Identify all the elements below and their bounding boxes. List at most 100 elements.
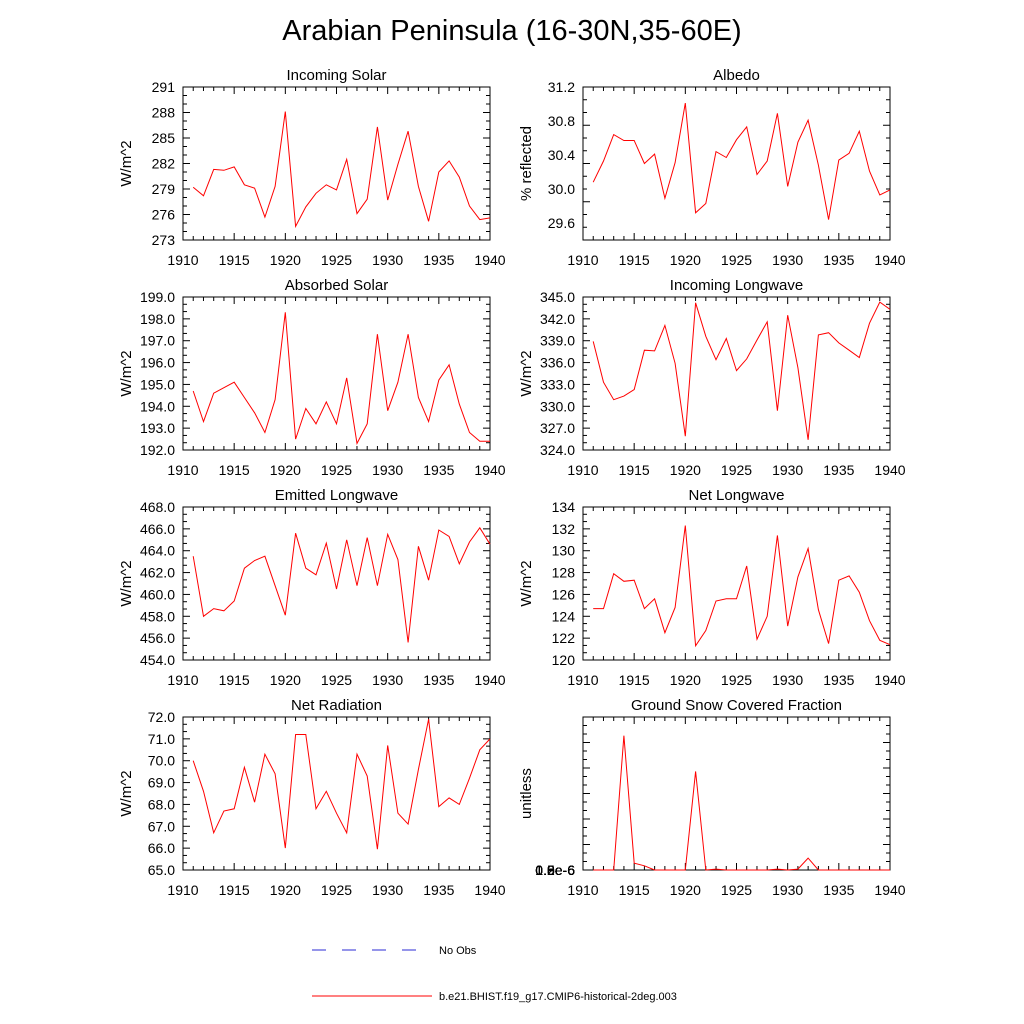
x-tick-label: 1940 <box>474 672 505 688</box>
y-axis-label: W/m^2 <box>118 140 135 186</box>
y-axis-label: W/m^2 <box>118 350 135 396</box>
y-tick-label: 130 <box>552 543 576 559</box>
y-tick-label: 122 <box>552 630 576 646</box>
y-tick-label: 324.0 <box>540 442 575 458</box>
y-tick-label: 460.0 <box>140 586 175 602</box>
panel-title: Albedo <box>713 67 760 84</box>
plot-frame <box>582 506 891 661</box>
x-tick-label: 1915 <box>219 672 250 688</box>
x-tick-label: 1935 <box>423 462 454 478</box>
x-tick-label: 1910 <box>167 672 198 688</box>
y-tick-label: 454.0 <box>140 652 175 668</box>
x-tick-label: 1915 <box>219 882 250 898</box>
x-tick-label: 1925 <box>721 672 752 688</box>
x-tick-label: 1935 <box>823 882 854 898</box>
legend-label-no-obs: No Obs <box>439 945 477 957</box>
y-tick-label: 327.0 <box>540 420 575 436</box>
y-tick-label: 1.2e-6 <box>535 862 575 878</box>
panel-title: Incoming Solar <box>286 67 386 84</box>
plot-frame <box>182 86 491 241</box>
y-tick-label: 195.0 <box>140 376 175 392</box>
chart-panel: Ground Snow Covered Fraction 1910 1915 1920… <box>518 697 906 898</box>
y-tick-label: 456.0 <box>140 630 175 646</box>
y-tick-label: 0.9e-6 <box>535 862 575 878</box>
y-tick-label: 70.0 <box>148 753 175 769</box>
y-axis-label: % reflected <box>518 126 535 201</box>
y-tick-label: 342.0 <box>540 311 575 327</box>
y-tick-label: 291 <box>152 79 176 95</box>
chart-panel: Incoming Longwave 1910 1915 1920 1925 1930 193… <box>518 277 906 478</box>
y-tick-label: 194.0 <box>140 398 175 414</box>
x-tick-label: 1930 <box>372 882 403 898</box>
y-axis-label: unitless <box>518 768 535 819</box>
y-tick-label: 126 <box>552 586 576 602</box>
panel-title: Net Longwave <box>689 487 785 504</box>
x-tick-label: 1910 <box>167 252 198 268</box>
x-tick-label: 1940 <box>474 882 505 898</box>
series-line <box>192 719 491 850</box>
plot-frame <box>582 86 891 241</box>
x-tick-label: 1920 <box>270 462 301 478</box>
chart-panel: Incoming Solar 1910 1915 1920 1925 1930 1935 19… <box>118 67 506 268</box>
series-line <box>593 525 891 648</box>
y-tick-label: 120 <box>552 652 576 668</box>
x-tick-label: 1915 <box>219 252 250 268</box>
x-tick-label: 1930 <box>772 252 803 268</box>
x-tick-label: 1925 <box>721 252 752 268</box>
series-line <box>592 103 891 220</box>
y-axis-label: W/m^2 <box>118 770 135 816</box>
y-tick-label: 69.0 <box>148 775 175 791</box>
y-tick-label: 65.0 <box>148 862 175 878</box>
x-tick-label: 1910 <box>567 882 598 898</box>
x-tick-label: 1925 <box>321 882 352 898</box>
x-tick-label: 1935 <box>823 252 854 268</box>
x-tick-label: 1930 <box>372 462 403 478</box>
x-tick-label: 1910 <box>567 252 598 268</box>
y-tick-label: 30.8 <box>548 113 575 129</box>
y-tick-label: 67.0 <box>148 818 175 834</box>
y-axis-label: W/m^2 <box>518 350 535 396</box>
x-tick-label: 1940 <box>874 672 905 688</box>
x-tick-label: 1940 <box>874 252 905 268</box>
x-tick-label: 1915 <box>619 882 650 898</box>
chart-panel: Emitted Longwave 1910 1915 1920 1925 1930 1935… <box>118 487 506 688</box>
x-tick-label: 1915 <box>619 462 650 478</box>
y-tick-label: 72.0 <box>148 709 175 725</box>
plot-frame <box>182 716 491 871</box>
y-tick-label: 339.0 <box>540 333 575 349</box>
x-tick-label: 1910 <box>167 462 198 478</box>
chart-panel: Albedo 1910 1915 1920 1925 1930 1935 1940 29.6 30… <box>518 67 906 268</box>
y-tick-label: 31.2 <box>548 79 575 95</box>
x-tick-label: 1940 <box>474 252 505 268</box>
x-tick-label: 1935 <box>423 252 454 268</box>
x-tick-label: 1920 <box>670 882 701 898</box>
x-tick-label: 1920 <box>670 672 701 688</box>
y-tick-label: 285 <box>152 130 176 146</box>
series-line <box>192 312 490 445</box>
chart-panel: Absorbed Solar 1910 1915 1920 1925 1930 1935 19… <box>118 277 506 478</box>
x-tick-label: 1910 <box>167 882 198 898</box>
x-tick-label: 1930 <box>772 672 803 688</box>
y-tick-label: 193.0 <box>140 420 175 436</box>
y-tick-label: 279 <box>152 181 176 197</box>
x-tick-label: 1940 <box>874 882 905 898</box>
y-tick-label: 71.0 <box>148 731 175 747</box>
x-tick-label: 1935 <box>423 882 454 898</box>
x-tick-label: 1925 <box>321 672 352 688</box>
panel-title: Net Radiation <box>291 697 382 714</box>
series-line <box>593 735 890 871</box>
x-tick-label: 1940 <box>474 462 505 478</box>
y-tick-label: 0.6e-6 <box>535 862 575 878</box>
figure-title: Arabian Peninsula (16-30N,35-60E) <box>282 15 742 47</box>
y-tick-label: 132 <box>552 521 576 537</box>
x-tick-label: 1925 <box>321 462 352 478</box>
x-tick-label: 1935 <box>823 462 854 478</box>
x-tick-label: 1925 <box>321 252 352 268</box>
legend: No Obs b.e21.BHIST.f19_g17.CMIP6-historic… <box>312 945 677 1003</box>
panel-title: Absorbed Solar <box>285 277 388 294</box>
y-tick-label: 273 <box>152 232 176 248</box>
y-tick-label: 458.0 <box>140 608 175 624</box>
x-tick-label: 1920 <box>670 252 701 268</box>
y-tick-label: 276 <box>152 207 176 223</box>
y-tick-label: 282 <box>152 156 176 172</box>
